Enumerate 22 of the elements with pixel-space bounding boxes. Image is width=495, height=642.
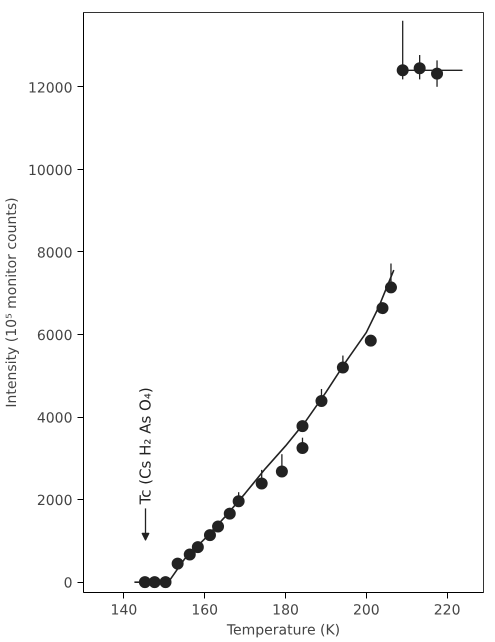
point [276,466,288,478]
y-tick-label: 8000 [36,245,73,262]
y-axis-title: Intensity (10⁵ monitor counts) [4,197,20,408]
x-tick-label: 180 [272,602,299,618]
point [296,442,308,454]
point [396,64,409,76]
y-tick-label: 6000 [36,328,73,344]
point [414,62,426,74]
y-tick-label: 12000 [28,80,73,96]
point [431,68,444,80]
x-tick-label: 140 [110,602,138,618]
point [256,478,268,490]
y-tick-label: 2000 [36,493,73,510]
x-axis-title: Temperature (K) [226,622,340,638]
x-tick-label: 200 [352,602,380,618]
y-tick-label: 0 [64,576,73,592]
point [364,334,377,347]
y-tick-label: 4000 [36,410,73,427]
annotation: Tc (Cs H₂ As O₄) [136,387,154,506]
x-tick-label: 220 [434,602,461,618]
y-tick-label: 10000 [28,162,73,179]
x-tick-label: 160 [191,602,218,618]
